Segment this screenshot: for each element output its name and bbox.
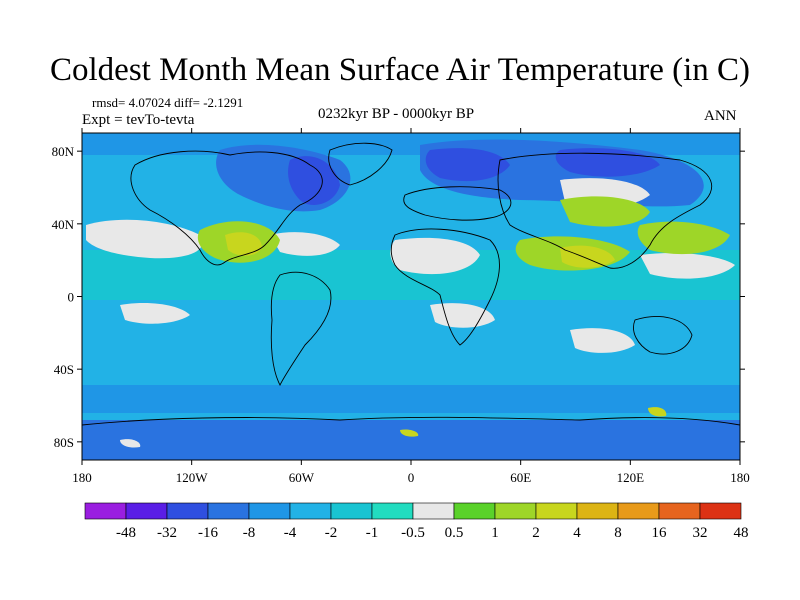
latitude-axis: 80N 40N 0 40S 80S bbox=[52, 144, 745, 450]
field-neutral-sahara bbox=[390, 237, 480, 275]
colorbar-labels: -48 -32 -16 -8 -4 -2 -1 -0.5 0.5 1 2 4 8 16 32 48 bbox=[116, 525, 749, 541]
colorbar-label: -32 bbox=[157, 525, 177, 541]
lon-tick-label: 0 bbox=[408, 470, 415, 485]
colorbar-swatch bbox=[412, 502, 455, 520]
colorbar-label: 16 bbox=[652, 525, 668, 541]
map-title: Coldest Month Mean Surface Air Temperatu… bbox=[50, 52, 750, 88]
colorbar-label: 48 bbox=[734, 525, 749, 541]
lon-tick-label: 120E bbox=[617, 470, 645, 485]
colorbar-swatch bbox=[699, 502, 742, 520]
coast-antarctica bbox=[82, 416, 740, 426]
field-scandinavia-cold bbox=[425, 148, 510, 182]
colorbar-label: -1 bbox=[366, 525, 379, 541]
field-neutral-ross-spot bbox=[120, 439, 141, 448]
lon-tick-label: 180 bbox=[730, 470, 750, 485]
colorbar-swatch bbox=[289, 502, 332, 520]
coast-south-america bbox=[270, 271, 332, 386]
coast-north-america bbox=[130, 150, 323, 266]
colorbar-label: -8 bbox=[243, 525, 256, 541]
colorbar-swatch bbox=[166, 502, 209, 520]
lat-tick-label: 80S bbox=[54, 435, 74, 450]
colorbar-label: -16 bbox=[198, 525, 218, 541]
coast-africa bbox=[390, 228, 500, 346]
colorbar-swatch bbox=[84, 502, 127, 520]
coast-europe bbox=[403, 186, 512, 221]
field-neutral-indian-ocean bbox=[570, 328, 635, 353]
colorbar-swatch bbox=[535, 502, 578, 520]
time-period-label: 0232kyr BP - 0000kyr BP bbox=[318, 106, 475, 122]
colorbar-label: -0.5 bbox=[401, 525, 425, 541]
lon-tick-label: 180 bbox=[72, 470, 92, 485]
colorbar-label: 4 bbox=[573, 525, 581, 541]
colorbar-label: -48 bbox=[116, 525, 136, 541]
colorbar-swatch bbox=[453, 502, 496, 520]
colorbar-swatch bbox=[125, 502, 168, 520]
field-southern-band bbox=[82, 385, 740, 413]
coast-greenland bbox=[328, 142, 393, 186]
coast-australia bbox=[633, 316, 693, 355]
coastlines bbox=[82, 142, 740, 426]
longitude-axis: 180 120W 60W 0 60E 120E 180 bbox=[72, 128, 750, 485]
lat-tick-label: 0 bbox=[68, 290, 75, 305]
colorbar-swatch bbox=[658, 502, 701, 520]
colorbar-swatch bbox=[248, 502, 291, 520]
field-warm-antarctic-spot bbox=[648, 407, 667, 417]
map-field bbox=[82, 133, 740, 460]
field-warm-india-core bbox=[560, 245, 615, 268]
coast-asia bbox=[497, 152, 713, 269]
rmsd-diff-stats: rmsd= 4.07024 diff= -2.1291 bbox=[92, 95, 244, 110]
colorbar-label: -4 bbox=[284, 525, 297, 541]
colorbar-swatch bbox=[576, 502, 619, 520]
colorbar-label: 32 bbox=[693, 525, 708, 541]
lon-tick-label: 60E bbox=[510, 470, 531, 485]
lat-tick-label: 80N bbox=[52, 144, 75, 159]
colorbar-swatch bbox=[494, 502, 537, 520]
colorbar-label: -2 bbox=[325, 525, 338, 541]
lon-tick-label: 60W bbox=[289, 470, 315, 485]
colorbar-swatch bbox=[371, 502, 414, 520]
field-warm-gulf-core bbox=[225, 232, 262, 256]
lat-tick-label: 40N bbox=[52, 217, 75, 232]
colorbar-swatch bbox=[330, 502, 373, 520]
field-warm-tibet bbox=[560, 196, 650, 227]
field-neutral-west-pacific bbox=[640, 253, 735, 279]
colorbar-label: 2 bbox=[532, 525, 540, 541]
colorbar-label: 8 bbox=[614, 525, 622, 541]
colorbar-swatch bbox=[617, 502, 660, 520]
experiment-label: Expt = tevTo-tevta bbox=[82, 112, 195, 128]
field-neutral-south-pacific bbox=[120, 303, 190, 324]
colorbar-label: 1 bbox=[491, 525, 499, 541]
lon-tick-label: 120W bbox=[176, 470, 209, 485]
lat-tick-label: 40S bbox=[54, 362, 74, 377]
field-warm-antarctic-spot-2 bbox=[400, 429, 419, 437]
colorbar bbox=[84, 502, 742, 520]
field-antarctic-region bbox=[82, 420, 740, 460]
season-label: ANN bbox=[704, 108, 737, 124]
colorbar-label: 0.5 bbox=[445, 525, 464, 541]
field-hudson-cold bbox=[288, 156, 340, 205]
colorbar-swatch bbox=[207, 502, 250, 520]
field-neutral-atlantic bbox=[270, 232, 340, 256]
field-neutral-pacific bbox=[86, 219, 203, 259]
